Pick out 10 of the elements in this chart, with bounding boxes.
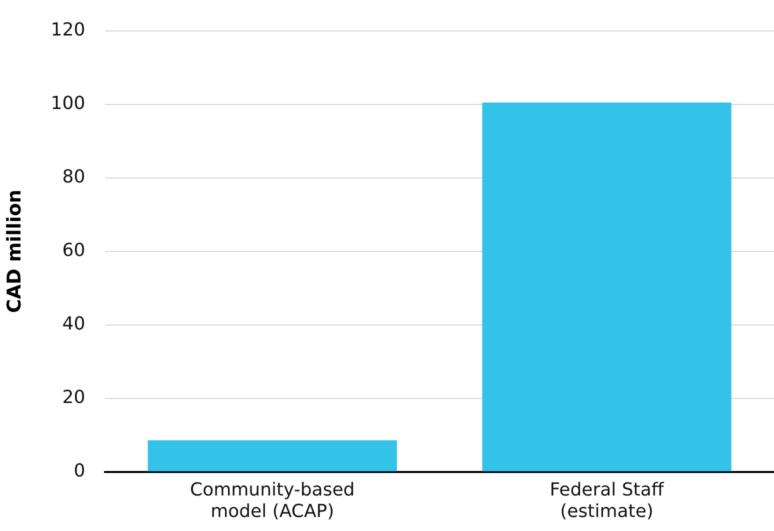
y-tick-label: 20 (62, 386, 86, 408)
x-tick-label: Community-based model (ACAP) (190, 479, 355, 522)
x-tick-label: Federal Staff (estimate) (550, 479, 664, 522)
y-tick-label: 100 (50, 92, 86, 114)
y-tick-label: 0 (74, 460, 86, 482)
y-tick-label: 60 (62, 240, 86, 261)
y-tick-label: 40 (62, 313, 86, 334)
y-axis-title: CAD million (3, 190, 26, 314)
y-tick-label: 80 (62, 166, 86, 188)
y-tick-label: 120 (50, 19, 86, 40)
